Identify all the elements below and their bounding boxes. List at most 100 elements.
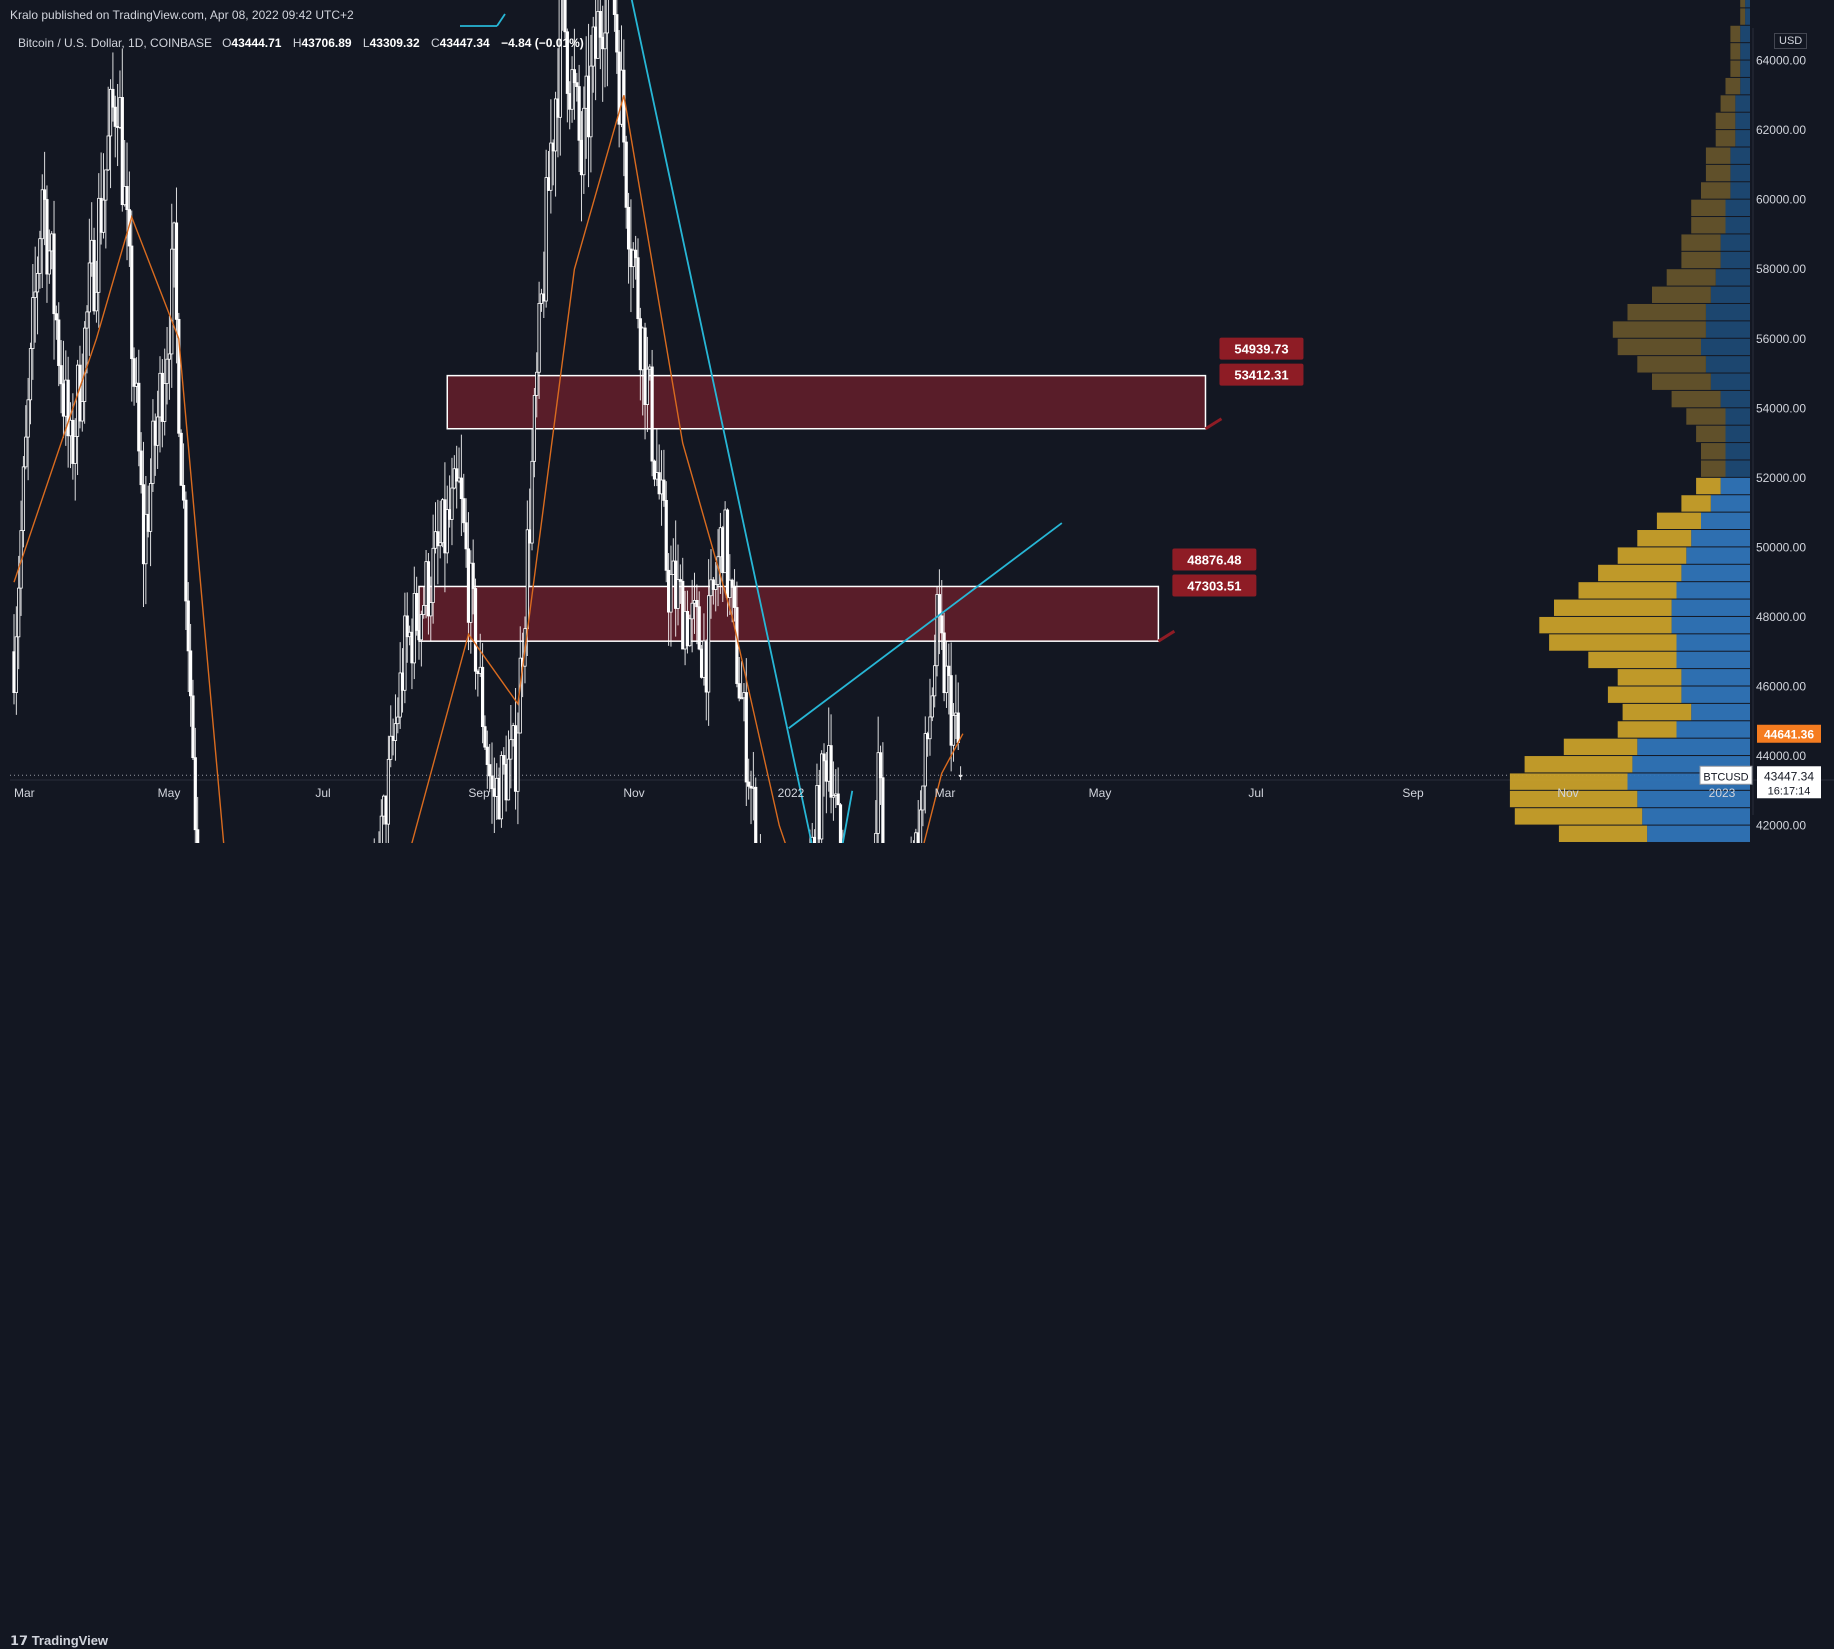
candle-body <box>959 775 961 776</box>
candle-body <box>39 239 41 274</box>
high-label: H <box>293 36 302 50</box>
volume-profile-up-bar <box>1686 547 1750 563</box>
candle-body <box>573 70 575 83</box>
candle-body <box>733 587 735 607</box>
candle-body <box>599 11 601 37</box>
volume-profile-down-bar <box>1691 217 1725 233</box>
candle-body <box>583 108 585 174</box>
volume-profile-up-bar <box>1730 165 1750 181</box>
volume-profile-up-bar <box>1726 443 1751 459</box>
time-tick-label: May <box>1089 786 1112 800</box>
candle-body <box>463 499 465 523</box>
time-tick-label: 2023 <box>1709 786 1736 800</box>
volume-profile-up-bar <box>1711 287 1750 303</box>
volume-profile-up-bar <box>1740 43 1750 59</box>
tradingview-logo-text: TradingView <box>32 1633 108 1648</box>
volume-profile-up-bar <box>1735 130 1750 146</box>
currency-button[interactable]: USD <box>1774 33 1807 49</box>
candle-body <box>60 366 62 384</box>
candle-body <box>491 776 493 789</box>
candle-body <box>533 395 535 461</box>
volume-profile-up-bar <box>1726 426 1751 442</box>
candle-body <box>929 717 931 739</box>
candle-body <box>481 667 483 726</box>
candle-body <box>938 595 940 616</box>
volume-profile-up-bar <box>1677 652 1751 668</box>
candle-body <box>140 451 142 485</box>
time-tick-label: Sep <box>1402 786 1424 800</box>
candle-body <box>185 500 187 601</box>
price-tick-label: 50000.00 <box>1756 540 1806 554</box>
candle-body <box>637 258 639 319</box>
candle-body <box>646 369 648 404</box>
candle-body <box>156 417 158 445</box>
volume-profile-down-bar <box>1686 408 1725 424</box>
time-tick-label: May <box>158 786 181 800</box>
candle-body <box>696 600 698 606</box>
volume-profile-up-bar <box>1681 687 1750 703</box>
candle-body <box>83 328 85 401</box>
candle-body <box>166 359 168 383</box>
candle-body <box>86 312 88 328</box>
volume-profile-down-bar <box>1721 95 1736 111</box>
volume-profile-down-bar <box>1730 61 1740 77</box>
candle-body <box>36 273 38 291</box>
time-tick-label: Sep <box>468 786 490 800</box>
price-chart[interactable]: 54939.7353412.3148876.4847303.5168000.00… <box>0 0 1834 843</box>
candle-body <box>503 755 505 764</box>
time-tick-label: Mar <box>14 786 35 800</box>
candle-body <box>538 303 540 372</box>
candle-body <box>397 717 399 724</box>
volume-profile-up-bar <box>1691 704 1750 720</box>
price-tick-label: 44000.00 <box>1756 749 1806 763</box>
volume-profile-up-bar <box>1691 530 1750 546</box>
volume-profile-down-bar <box>1564 739 1638 755</box>
volume-profile-up-bar <box>1716 269 1750 285</box>
volume-profile-down-bar <box>1701 443 1726 459</box>
candle-body <box>88 263 90 312</box>
candle-body <box>171 249 173 354</box>
volume-profile-up-bar <box>1681 565 1750 581</box>
candle-body <box>677 580 679 609</box>
candle-body <box>689 619 691 646</box>
high-value: 43706.89 <box>302 36 352 50</box>
volume-profile-up-bar <box>1726 460 1751 476</box>
volume-profile-down-bar <box>1549 634 1676 650</box>
tradingview-logo[interactable]: 𝟭𝟳 TradingView <box>10 1633 108 1649</box>
candle-body <box>507 759 509 800</box>
volume-profile-up-bar <box>1677 634 1751 650</box>
candle-body <box>488 765 490 776</box>
volume-profile-up-bar <box>1711 374 1750 390</box>
candle-body <box>472 563 474 588</box>
price-tick-label: 62000.00 <box>1756 123 1806 137</box>
volume-profile-down-bar <box>1726 78 1741 94</box>
symbol-name[interactable]: Bitcoin / U.S. Dollar, 1D, COINBASE <box>18 36 212 50</box>
candle-body <box>95 292 97 311</box>
candle-body <box>432 548 434 602</box>
candle-body <box>22 467 24 531</box>
candle-body <box>451 488 453 519</box>
volume-profile-up-bar <box>1735 95 1750 111</box>
candle-body <box>745 693 747 782</box>
volume-profile-down-bar <box>1618 547 1687 563</box>
zone-rectangle[interactable] <box>447 376 1205 429</box>
candle-body <box>714 584 716 589</box>
candle-body <box>32 298 34 349</box>
volume-profile-down-bar <box>1730 26 1740 42</box>
candle-body <box>830 746 832 798</box>
candle-body <box>627 207 629 249</box>
volume-profile-up-bar <box>1726 200 1751 216</box>
volume-profile-up-bar <box>1672 600 1750 616</box>
volume-profile-down-bar <box>1608 687 1682 703</box>
candle-body <box>182 485 184 500</box>
volume-profile-down-bar <box>1696 426 1725 442</box>
time-tick-label: Nov <box>623 786 644 800</box>
candle-body <box>606 0 608 33</box>
zone-top-label: 54939.73 <box>1234 342 1288 357</box>
candle-body <box>952 715 954 745</box>
candle-body <box>576 83 578 87</box>
candle-body <box>131 246 133 359</box>
volume-profile-down-bar <box>1691 200 1725 216</box>
candle-body <box>105 170 107 200</box>
volume-profile-down-bar <box>1613 321 1706 337</box>
